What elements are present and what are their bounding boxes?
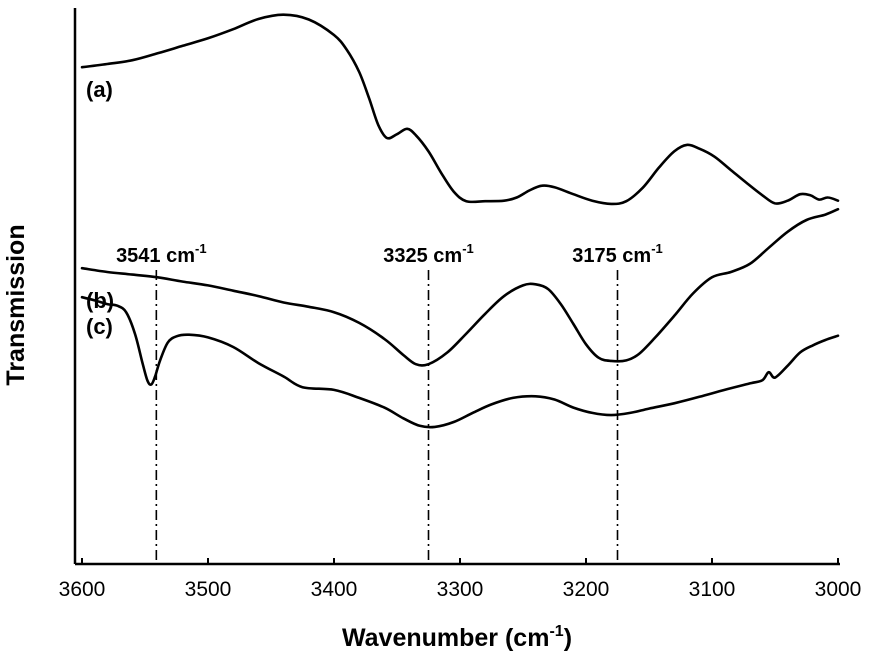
x-tick-label-3200: 3200	[563, 578, 610, 601]
series-labels: (a) (b)(c)	[86, 77, 114, 339]
y-axis-title: Transmission	[2, 224, 30, 385]
x-tick-label-3000: 3000	[815, 578, 862, 601]
x-tick-label-3600: 3600	[59, 578, 106, 601]
annotation-label-3325: 3325 cm-1	[383, 241, 474, 267]
series-label-a: (a)	[86, 77, 113, 102]
x-tick-label-3300: 3300	[437, 578, 484, 601]
series-curve-b	[80, 207, 840, 367]
x-axis-title-sup: -1	[549, 623, 563, 640]
x-axis-title: Wavenumber (cm-1)	[342, 623, 572, 652]
series-label-b: (b)	[86, 288, 114, 313]
marker-lines	[155, 270, 619, 562]
series-curve-a	[80, 13, 840, 206]
x-axis-title-suffix: )	[564, 624, 572, 652]
series-label-c: (c)	[86, 314, 113, 339]
annotation-label-3175: 3175 cm-1	[572, 241, 663, 267]
series-curve-c	[80, 295, 840, 429]
series-curves	[80, 13, 840, 429]
axes	[73, 8, 840, 566]
x-tick-label-3400: 3400	[311, 578, 358, 601]
annotation-labels: 3541 cm-1 3325 cm-1 3175 cm-1	[116, 241, 663, 267]
x-tick-label-3100: 3100	[689, 578, 736, 601]
x-tick-label-3500: 3500	[185, 578, 232, 601]
annotation-label-3541: 3541 cm-1	[116, 241, 207, 267]
x-ticks: 3600 3500 3400 3300 3200 3100 3000	[59, 558, 862, 601]
